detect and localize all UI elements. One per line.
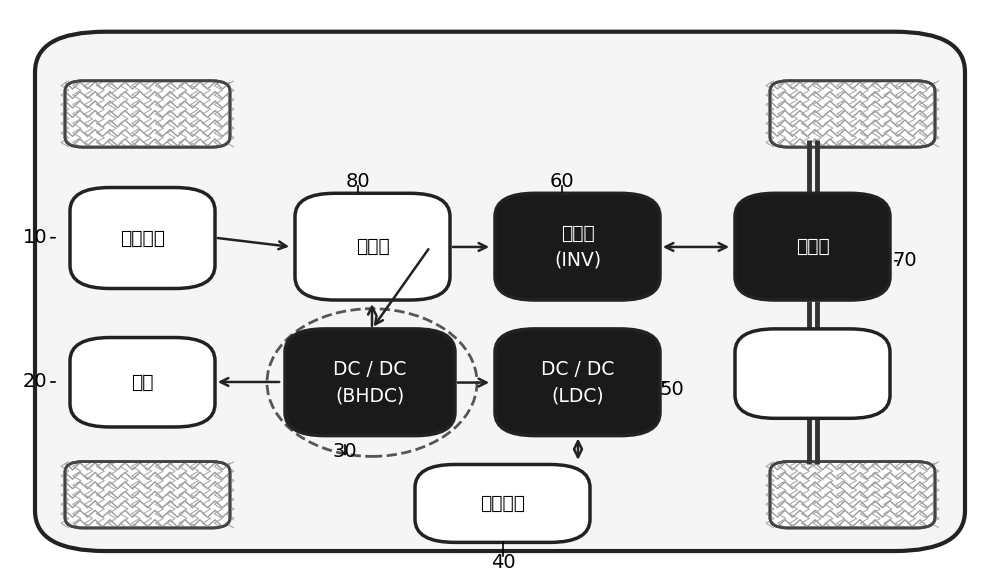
- FancyBboxPatch shape: [770, 462, 935, 528]
- FancyBboxPatch shape: [35, 32, 965, 551]
- FancyBboxPatch shape: [770, 81, 935, 147]
- FancyArrowPatch shape: [221, 378, 279, 386]
- FancyArrowPatch shape: [666, 243, 726, 251]
- FancyArrowPatch shape: [458, 379, 486, 387]
- Text: 60: 60: [550, 173, 574, 191]
- Text: 30: 30: [333, 442, 357, 460]
- Text: 40: 40: [491, 553, 515, 572]
- FancyArrowPatch shape: [375, 249, 428, 324]
- Text: 70: 70: [893, 252, 917, 270]
- Text: 燃料电池: 燃料电池: [120, 228, 165, 248]
- Text: 20: 20: [23, 373, 47, 391]
- FancyBboxPatch shape: [735, 193, 890, 300]
- FancyBboxPatch shape: [495, 329, 660, 436]
- FancyArrowPatch shape: [574, 441, 582, 457]
- FancyBboxPatch shape: [415, 464, 590, 542]
- FancyArrowPatch shape: [368, 307, 376, 326]
- FancyBboxPatch shape: [285, 329, 455, 436]
- Text: 辅助电池: 辅助电池: [480, 494, 525, 513]
- Text: 接线盒: 接线盒: [356, 237, 389, 256]
- Text: 逆变器
(INV): 逆变器 (INV): [554, 224, 601, 269]
- FancyArrowPatch shape: [453, 243, 486, 251]
- FancyArrowPatch shape: [218, 238, 286, 249]
- Text: 50: 50: [660, 380, 684, 399]
- Text: 电池: 电池: [131, 373, 154, 392]
- FancyBboxPatch shape: [65, 462, 230, 528]
- FancyBboxPatch shape: [70, 188, 215, 288]
- Text: 10: 10: [23, 228, 47, 247]
- Text: DC / DC
(LDC): DC / DC (LDC): [541, 359, 614, 405]
- FancyBboxPatch shape: [495, 193, 660, 300]
- Text: 电动机: 电动机: [796, 237, 829, 256]
- Text: DC / DC
(BHDC): DC / DC (BHDC): [333, 359, 407, 405]
- FancyBboxPatch shape: [295, 193, 450, 300]
- FancyBboxPatch shape: [65, 81, 230, 147]
- Text: 80: 80: [346, 173, 370, 191]
- FancyBboxPatch shape: [735, 329, 890, 418]
- FancyBboxPatch shape: [70, 338, 215, 427]
